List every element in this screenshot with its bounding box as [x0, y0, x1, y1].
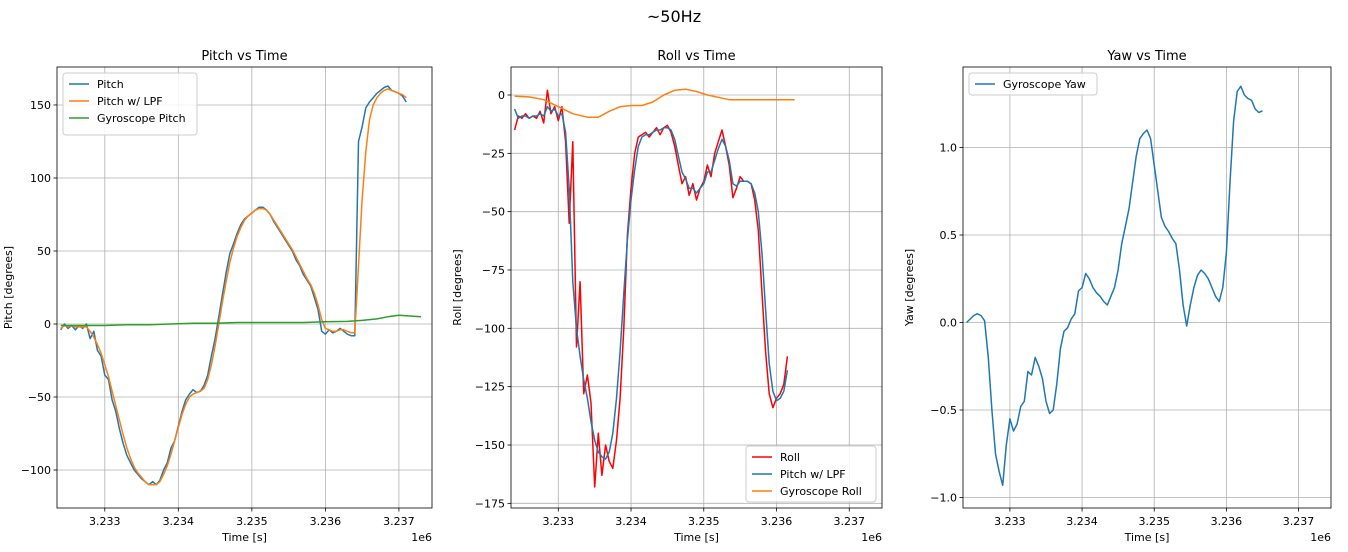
series-line-roll: [513, 89, 789, 488]
x-tick-label: 3.237: [834, 515, 866, 528]
x-offset-label: 1e6: [861, 531, 882, 544]
subplot-3: 3.233 3.234 3.235 3.236 3.237 −1.0 −0.5 0.0 0.5 1…: [903, 49, 1332, 544]
axes-frame: [56, 66, 433, 509]
legend: Gyroscope Yaw: [968, 72, 1098, 96]
x-tick-label: 3.233: [543, 515, 575, 528]
x-offset-label: 1e6: [411, 531, 432, 544]
legend: Pitch Pitch w/ LPF Gyroscope Pitch: [62, 72, 198, 136]
series-line-gyroscope-roll: [514, 88, 795, 118]
y-tick-label: −50: [482, 206, 505, 219]
subplots-container: 3.233 3.234 3.235 3.236 3.237 −100 −50 0 50 100 15…: [2, 49, 1332, 544]
x-tick-label: 3.233: [89, 515, 121, 528]
x-tick-label: 3.237: [1283, 515, 1315, 528]
y-tick-label: −75: [482, 264, 505, 277]
legend-box: [745, 445, 877, 503]
y-tick-label: 50: [37, 245, 51, 258]
y-tick-label: −50: [28, 391, 51, 404]
x-tick-label: 3.234: [615, 515, 647, 528]
legend-entry: Pitch w/ LPF: [97, 95, 163, 108]
y-tick-label: 1.0: [940, 142, 958, 155]
y-tick-label: 0.5: [940, 229, 958, 242]
y-tick-label: 0: [498, 89, 505, 102]
y-tick-label: −1.0: [930, 492, 957, 505]
legend-entry: Gyroscope Pitch: [97, 112, 186, 125]
legend-entry: Gyroscope Yaw: [1003, 78, 1086, 91]
y-tick-label: 0.0: [940, 317, 958, 330]
axes-frame: [962, 66, 1332, 509]
x-offset-label: 1e6: [1310, 531, 1331, 544]
y-tick-label: 100: [30, 172, 51, 185]
x-axis-label: Time [s]: [673, 531, 719, 544]
figure-suptitle: ~50Hz: [647, 7, 701, 26]
legend-entry: Roll: [780, 451, 800, 464]
x-tick-label: 3.234: [163, 515, 195, 528]
x-tick-label: 3.236: [310, 515, 342, 528]
x-tick-label: 3.235: [688, 515, 720, 528]
series-line-pitch-w-lpf: [60, 88, 407, 486]
x-axis-label: Time [s]: [1124, 531, 1170, 544]
y-tick-label: −100: [475, 322, 505, 335]
y-tick-label: −150: [475, 439, 505, 452]
subplot-title: Roll vs Time: [657, 49, 735, 64]
legend-entry: Pitch w/ LPF: [780, 468, 846, 481]
series-line-gyroscope-pitch: [60, 314, 422, 327]
axes-frame: [510, 66, 883, 509]
x-tick-label: 3.237: [383, 515, 415, 528]
subplot-1: 3.233 3.234 3.235 3.236 3.237 −100 −50 0 50 100 15…: [2, 49, 433, 544]
x-tick-label: 3.235: [1138, 515, 1170, 528]
legend-entry: Pitch: [97, 78, 124, 91]
legend-box: [968, 72, 1098, 96]
series-line-gyroscope-yaw: [966, 85, 1263, 487]
x-tick-label: 3.236: [1211, 515, 1243, 528]
y-tick-label: −25: [482, 147, 505, 160]
series-line-pitch: [60, 85, 407, 486]
y-tick-label: −175: [475, 497, 505, 510]
x-axis-label: Time [s]: [221, 531, 267, 544]
series-line-pitch-w-lpf: [513, 105, 789, 460]
x-tick-label: 3.233: [994, 515, 1026, 528]
y-tick-label: 0: [44, 318, 51, 331]
y-tick-label: −100: [21, 464, 51, 477]
x-tick-label: 3.236: [761, 515, 793, 528]
subplot-title: Pitch vs Time: [201, 49, 287, 64]
x-tick-label: 3.234: [1066, 515, 1098, 528]
y-tick-label: −125: [475, 381, 505, 394]
legend: Roll Pitch w/ LPF Gyroscope Roll: [745, 445, 877, 503]
y-axis-label: Pitch [degrees]: [2, 246, 15, 329]
legend-entry: Gyroscope Roll: [780, 485, 862, 498]
legend-box: [62, 72, 198, 136]
y-tick-label: −0.5: [930, 404, 957, 417]
x-tick-label: 3.235: [236, 515, 268, 528]
subplot-title: Yaw vs Time: [1106, 49, 1186, 64]
subplot-2: 3.233 3.234 3.235 3.236 3.237 −175 −150 −125 −10…: [451, 49, 883, 544]
y-axis-label: Yaw [degrees]: [903, 249, 916, 327]
y-tick-label: 150: [30, 99, 51, 112]
y-axis-label: Roll [degrees]: [451, 249, 464, 325]
